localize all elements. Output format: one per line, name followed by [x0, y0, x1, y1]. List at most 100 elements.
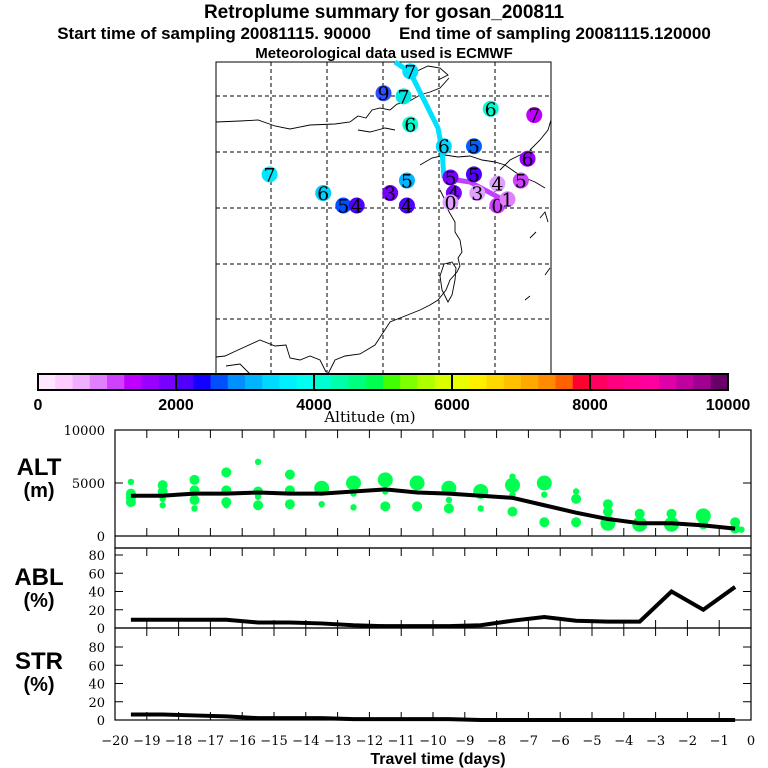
alt-scatter-point [284, 499, 295, 510]
marker-dot [395, 88, 412, 105]
alt-scatter-point [221, 467, 232, 478]
marker-day-label: 4 [491, 174, 503, 196]
day-marker: 6 [315, 183, 332, 205]
colorbar-swatch [590, 374, 608, 390]
alt-label-line2: (m) [23, 480, 55, 502]
alt-scatter-point [284, 469, 295, 480]
marker-day-label: 7 [264, 164, 276, 186]
x-tick-label: −9 [455, 734, 474, 749]
str-label-line2: (%) [23, 674, 55, 696]
colorbar-swatch [262, 374, 280, 390]
abl-line [130, 585, 737, 629]
alt-scatter-point [191, 505, 198, 512]
marker-dot [499, 191, 516, 208]
chart-title: Retroplume summary for gosan_200811 [203, 2, 565, 23]
marker-day-label: 6 [438, 136, 450, 158]
alt-scatter-point [738, 526, 745, 533]
marker-dot [442, 169, 459, 186]
colorbar-swatch [331, 374, 349, 390]
x-tick-label: −2 [678, 734, 697, 749]
str-axis-label: STR (%) [10, 650, 68, 697]
colorbar-swatch [607, 374, 625, 390]
colorbar-frame [37, 373, 729, 391]
colorbar-swatch [124, 374, 142, 390]
y-tick-label: 20 [88, 696, 105, 711]
y-tick-label: 60 [88, 567, 105, 582]
x-tick-label: 0 [747, 734, 755, 749]
colorbar-tick-label: 4000 [296, 397, 332, 414]
colorbar-swatch [693, 374, 712, 390]
alt-scatter-point [125, 497, 136, 508]
colorbar-swatch [486, 374, 505, 390]
day-marker: 1 [499, 189, 516, 211]
day-marker: 5 [465, 164, 482, 186]
alt-scatter-point [254, 493, 262, 500]
alt-scatter-point [412, 501, 423, 512]
colorbar-swatch [452, 374, 470, 390]
day-marker: 0 [442, 192, 459, 214]
x-tick-label: −7 [519, 734, 538, 749]
y-tick-label: 0 [97, 622, 105, 637]
marker-dot [402, 63, 419, 80]
marker-dot [382, 185, 399, 202]
marker-dot [512, 172, 529, 189]
marker-dot [315, 185, 332, 202]
colorbar-swatch [141, 374, 160, 390]
colorbar-swatch [38, 374, 56, 390]
abl-label-line1: ABL [14, 564, 64, 591]
trajectory-map: 79 766 76 567 5 5 4 556 3 345 4 4 010 [215, 59, 552, 375]
x-tick-label: −13 [324, 734, 351, 749]
alt-scatter-point [477, 505, 484, 512]
marker-day-label: 1 [501, 189, 513, 211]
marker-dot [435, 138, 452, 155]
colorbar-swatch [400, 374, 418, 390]
alt-axis-label: ALT (m) [10, 454, 68, 503]
day-marker: 9 [375, 83, 392, 105]
colorbar-swatch [659, 374, 677, 390]
marker-dot [465, 138, 482, 155]
x-tick-label: −14 [292, 734, 319, 749]
abl-panel: 0 20 40 60 80 [88, 547, 752, 637]
marker-dot [261, 166, 278, 183]
colorbar-tick-label: 0 [34, 397, 43, 414]
day-marker: 6 [482, 99, 499, 121]
colorbar-tick-label: 10000 [706, 397, 751, 414]
altitude-colorbar: 0 2000 4000 6000 8000 10000 [34, 373, 751, 414]
alt-scatter-point [318, 501, 325, 508]
alt-scatter-point [634, 508, 645, 519]
marker-day-label: 5 [468, 164, 480, 186]
x-tick-label: −17 [197, 734, 224, 749]
marker-day-label: 5 [468, 136, 480, 158]
x-tick-label: −3 [646, 734, 665, 749]
day-marker: 5 [335, 196, 352, 218]
colorbar-swatch [521, 374, 539, 390]
str-line [130, 712, 736, 722]
day-marker: 3 [469, 183, 486, 205]
colorbar-swatch [72, 374, 91, 390]
day-marker: 3 [382, 183, 399, 205]
y-tick-label: 5000 [72, 477, 105, 492]
alt-scatter-point [346, 475, 361, 491]
border-line [215, 339, 327, 373]
alt-label-line1: ALT [16, 454, 62, 481]
x-tick-label: −15 [260, 734, 287, 749]
sampling-times: Start time of sampling 20081115. 90000 En… [0, 24, 768, 44]
colorbar-swatch [210, 374, 229, 390]
marker-day-label: 6 [485, 99, 497, 121]
y-tick-label: 40 [88, 678, 105, 693]
day-marker: 7 [261, 164, 278, 186]
alt-scatter-point [127, 478, 135, 486]
marker-dot [335, 197, 352, 214]
marker-dot [402, 116, 419, 133]
alt-panel: 0 5000 10000 [64, 424, 752, 549]
marker-day-label: 7 [404, 61, 416, 83]
marker-day-label: 6 [522, 149, 534, 171]
y-tick-label: 20 [88, 604, 105, 619]
alt-scatter-point [572, 488, 580, 495]
colorbar-swatch [710, 374, 729, 390]
marker-dot [469, 185, 486, 202]
marker-day-label: 6 [317, 183, 329, 205]
alt-scatter-point [571, 493, 582, 504]
marker-day-label: 3 [471, 183, 483, 205]
